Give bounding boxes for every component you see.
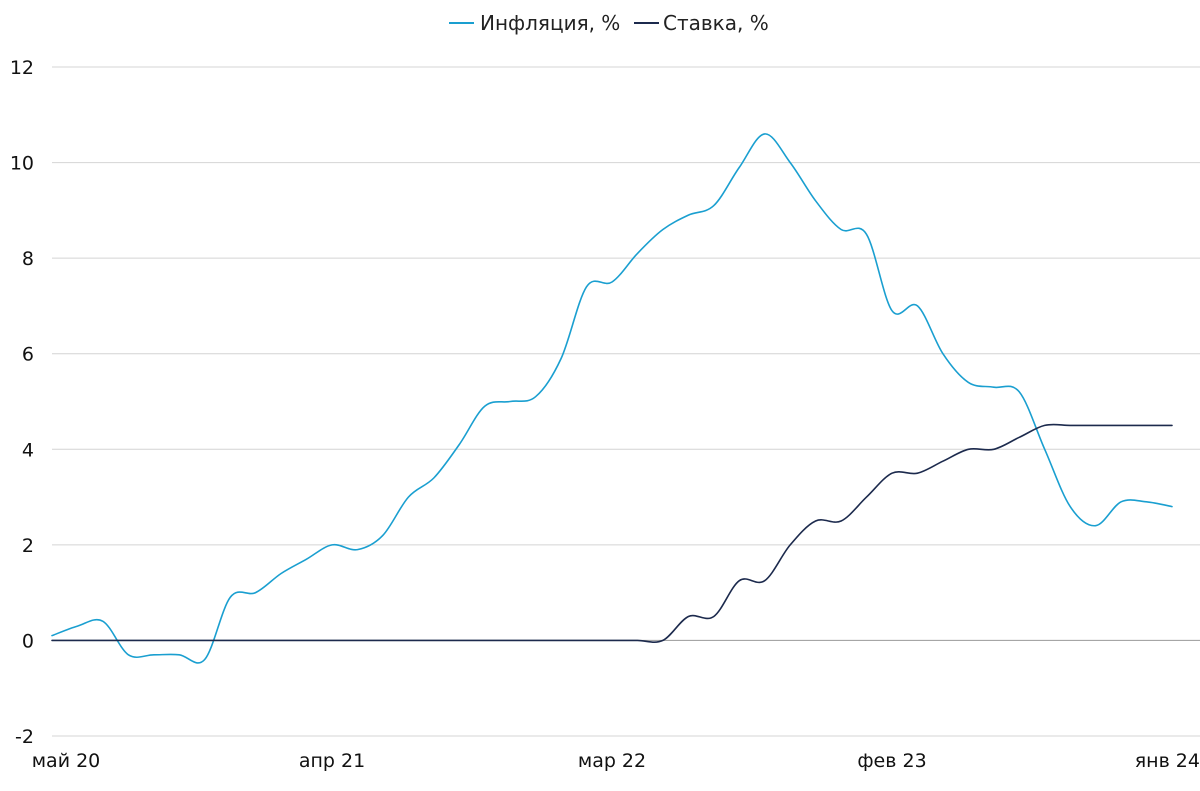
y-tick-label: 12 — [10, 57, 34, 79]
y-tick-label: 8 — [22, 248, 34, 270]
x-tick-label: фев 23 — [857, 750, 926, 772]
gridlines — [52, 66, 1200, 737]
y-axis: -2 0 2 4 6 8 10 12 — [10, 57, 34, 748]
y-tick-label: 4 — [22, 439, 34, 461]
series-line-inflation — [51, 133, 1173, 664]
legend-item-inflation: Инфляция, % — [449, 11, 620, 35]
x-tick-label: мар 22 — [578, 750, 646, 772]
x-tick-label: янв 24 — [1135, 750, 1200, 772]
y-tick-label: 10 — [10, 153, 34, 175]
legend: Инфляция, % Ставка, % — [449, 11, 769, 35]
x-tick-label: май 20 — [32, 750, 101, 772]
series-line-rate — [51, 423, 1173, 643]
y-tick-label: 2 — [22, 535, 34, 557]
series-group — [51, 133, 1173, 664]
x-tick-label: апр 21 — [299, 750, 365, 772]
y-tick-label: 6 — [22, 344, 34, 366]
legend-item-rate: Ставка, % — [634, 11, 769, 35]
legend-label-inflation: Инфляция, % — [480, 11, 620, 35]
x-axis: май 20 апр 21 мар 22 фев 23 янв 24 — [32, 750, 1200, 772]
legend-label-rate: Ставка, % — [663, 11, 769, 35]
y-tick-label: 0 — [22, 630, 34, 652]
y-tick-label: -2 — [15, 726, 34, 748]
